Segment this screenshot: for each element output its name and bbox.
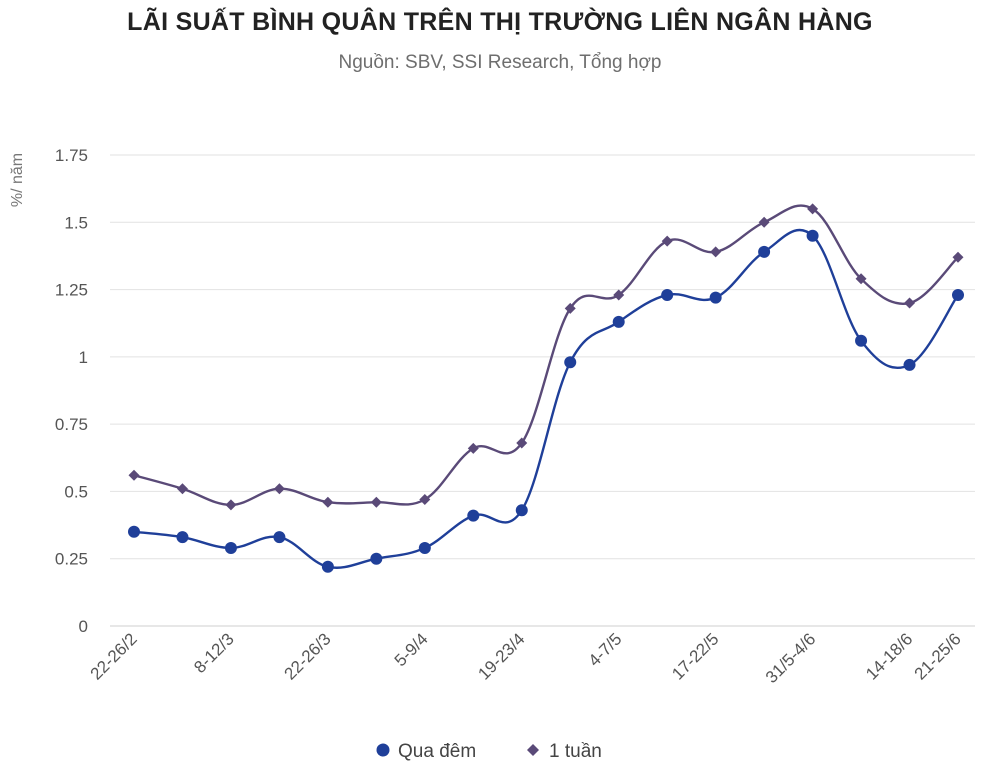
- data-point-qua-dem: [273, 531, 286, 544]
- series-group: [128, 203, 964, 573]
- y-tick-label: 1.5: [64, 213, 88, 232]
- y-axis-ticks: 0 0.25 0.5 0.75 1 1.25 1.5 1.75: [55, 146, 88, 636]
- data-point-qua-dem: [661, 288, 674, 301]
- y-tick-label: 1.25: [55, 281, 88, 300]
- data-point-qua-dem: [612, 315, 625, 328]
- data-point-qua-dem: [515, 504, 528, 517]
- legend-marker-qua-dem: [376, 743, 390, 757]
- y-tick-label: 0: [79, 617, 88, 636]
- legend-label-1-tuan: 1 tuần: [549, 741, 602, 762]
- x-tick-label: 8-12/3: [190, 629, 238, 677]
- data-point-1-tuan: [516, 437, 528, 449]
- x-tick-label: 4-7/5: [585, 629, 626, 670]
- data-point-1-tuan: [225, 499, 237, 511]
- data-point-1-tuan: [467, 442, 479, 454]
- data-point-1-tuan: [710, 246, 722, 258]
- data-point-1-tuan: [564, 302, 576, 314]
- x-tick-label: 19-23/4: [474, 629, 528, 683]
- data-point-qua-dem: [758, 245, 771, 258]
- data-point-qua-dem: [224, 541, 237, 554]
- legend: Qua đêm 1 tuần: [376, 741, 602, 762]
- x-tick-label: 31/5-4/6: [762, 629, 820, 687]
- data-point-qua-dem: [855, 334, 868, 347]
- data-point-qua-dem: [418, 541, 431, 554]
- data-point-qua-dem: [806, 229, 819, 242]
- series-line-1-tuan: [133, 204, 959, 507]
- data-point-1-tuan: [758, 216, 770, 228]
- x-tick-label: 14-18/6: [862, 629, 916, 683]
- y-tick-label: 0.5: [64, 482, 88, 501]
- chart-subtitle: Nguồn: SBV, SSI Research, Tổng hợp: [338, 52, 662, 73]
- data-point-qua-dem: [321, 560, 334, 573]
- data-point-qua-dem: [952, 288, 964, 301]
- legend-label-qua-dem: Qua đêm: [398, 741, 476, 762]
- data-point-1-tuan: [661, 235, 673, 247]
- legend-marker-1-tuan: [527, 744, 539, 756]
- x-tick-label: 5-9/4: [391, 629, 432, 670]
- y-tick-label: 1: [79, 348, 88, 367]
- data-point-1-tuan: [613, 289, 625, 301]
- data-point-qua-dem: [467, 509, 480, 522]
- data-point-1-tuan: [273, 483, 285, 495]
- grid-lines: [110, 154, 975, 627]
- data-point-1-tuan: [419, 494, 431, 506]
- data-point-1-tuan: [952, 251, 964, 263]
- data-point-1-tuan: [322, 496, 334, 508]
- y-tick-label: 1.75: [55, 146, 88, 165]
- chart-title: LÃI SUẤT BÌNH QUÂN TRÊN THỊ TRƯỜNG LIÊN …: [127, 8, 873, 36]
- data-point-1-tuan: [128, 469, 140, 481]
- y-tick-label: 0.25: [55, 550, 88, 569]
- y-tick-label: 0.75: [55, 415, 88, 434]
- data-point-1-tuan: [904, 297, 916, 309]
- data-point-1-tuan: [855, 273, 867, 285]
- x-tick-label: 17-22/5: [668, 629, 722, 683]
- data-point-qua-dem: [176, 531, 189, 544]
- x-axis-ticks: 22-26/2 8-12/3 22-26/3 5-9/4 19-23/4 4-7/5 17-…: [87, 629, 965, 687]
- data-point-qua-dem: [370, 552, 383, 565]
- y-axis-label: %/ năm: [9, 153, 26, 207]
- data-point-1-tuan: [370, 496, 382, 508]
- data-point-1-tuan: [176, 483, 188, 495]
- data-point-qua-dem: [903, 358, 916, 371]
- data-point-qua-dem: [564, 356, 577, 369]
- data-point-qua-dem: [709, 291, 722, 304]
- data-point-1-tuan: [807, 203, 819, 215]
- x-tick-label: 22-26/2: [87, 629, 141, 683]
- series-line-qua-dem: [133, 228, 959, 569]
- data-point-qua-dem: [128, 525, 140, 538]
- x-tick-label: 21-25/6: [911, 629, 965, 683]
- x-tick-label: 22-26/3: [280, 629, 334, 683]
